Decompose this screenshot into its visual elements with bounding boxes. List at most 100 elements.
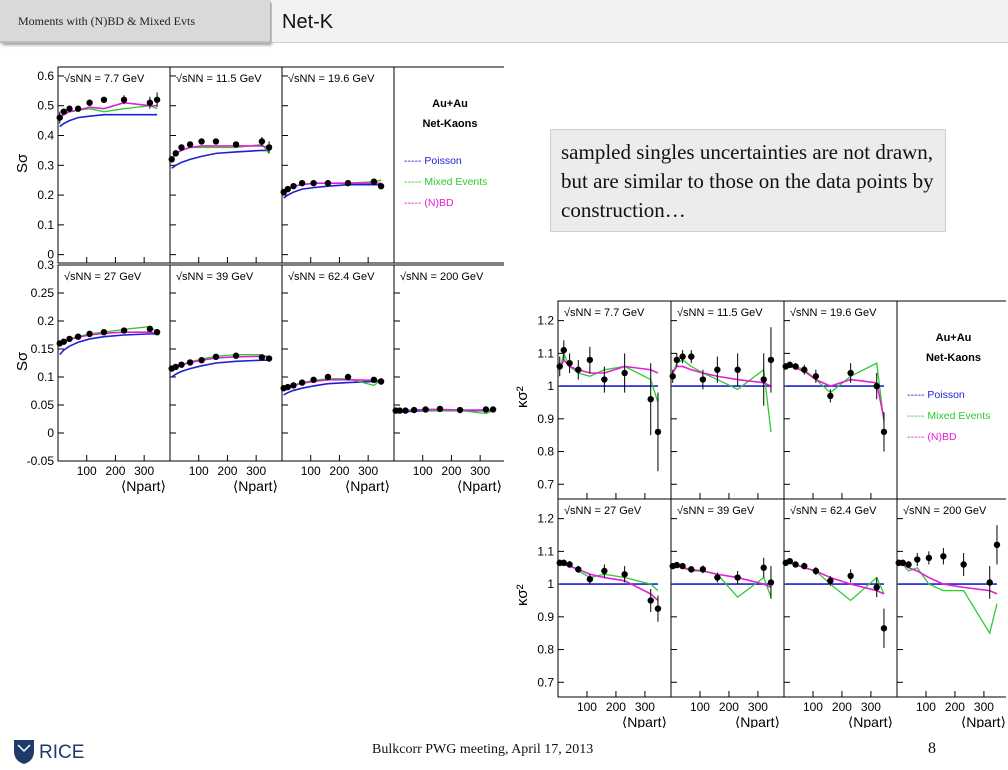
- data-point: [60, 108, 67, 115]
- data-point: [847, 369, 854, 377]
- logo-text: RICE: [39, 742, 84, 763]
- panel-frame: [169, 66, 283, 264]
- y-tick-label: 1: [547, 577, 554, 591]
- y-tick-label: 0: [47, 426, 54, 440]
- y-tick-label: 0.2: [37, 314, 54, 328]
- data-point: [560, 559, 567, 567]
- data-point: [178, 144, 185, 151]
- data-point: [153, 329, 161, 336]
- energy-label: √sNN = 11.5 GeV: [677, 307, 763, 319]
- data-point: [575, 366, 582, 373]
- data-point: [212, 353, 220, 361]
- y-tick-label: 1: [547, 379, 554, 393]
- data-point: [86, 330, 93, 338]
- x-tick-label: 300: [246, 464, 266, 478]
- data-point: [873, 382, 880, 390]
- y-tick-label: 0.8: [537, 445, 554, 459]
- page-number: 8: [928, 740, 936, 757]
- data-point: [986, 579, 993, 586]
- energy-label: √sNN = 27 GeV: [64, 271, 142, 283]
- y-tick-label: 0.4: [37, 129, 54, 143]
- energy-label: √sNN = 39 GeV: [677, 505, 755, 517]
- data-point: [873, 584, 880, 591]
- energy-label: √sNN = 19.6 GeV: [288, 73, 375, 85]
- panel-frame: [57, 264, 171, 462]
- data-point: [669, 373, 676, 380]
- rice-logo: RICE: [12, 737, 92, 765]
- data-point: [120, 96, 128, 103]
- footer-text: Bulkcorr PWG meeting, April 17, 2013: [372, 742, 594, 757]
- y-tick-label: 0.6: [37, 69, 54, 83]
- y-tick-label: 1.2: [537, 512, 554, 526]
- x-axis-label: ⟨Npart⟩: [121, 478, 166, 494]
- x-tick-label: 200: [329, 464, 349, 478]
- data-point: [344, 179, 352, 187]
- y-tick-label: 0.2: [37, 188, 54, 202]
- data-point: [370, 376, 378, 383]
- data-point: [734, 366, 741, 373]
- data-point: [56, 114, 63, 121]
- x-tick-label: 200: [945, 700, 965, 714]
- note-box: sampled singles uncertainties are not dr…: [550, 129, 946, 232]
- data-point: [482, 406, 490, 413]
- data-point: [146, 325, 154, 333]
- data-point: [786, 557, 793, 565]
- data-point: [760, 376, 767, 383]
- data-point: [290, 182, 297, 190]
- y-tick-label: 0.1: [37, 370, 54, 384]
- energy-label: √sNN = 200 GeV: [400, 271, 484, 283]
- x-tick-label: 100: [916, 700, 936, 714]
- poisson-line: [283, 380, 382, 396]
- data-point: [377, 378, 385, 385]
- x-tick-label: 200: [606, 700, 626, 714]
- x-tick-label: 300: [974, 700, 994, 714]
- x-tick-label: 200: [441, 464, 461, 478]
- data-point: [310, 179, 317, 187]
- data-point: [760, 564, 767, 571]
- y-tick-label: 1.2: [537, 314, 554, 328]
- poisson-line: [171, 149, 270, 169]
- data-point: [74, 333, 82, 340]
- data-point: [827, 577, 834, 585]
- y-tick-label: 0.25: [31, 286, 55, 300]
- x-tick-label: 300: [748, 700, 768, 714]
- data-point: [377, 182, 385, 190]
- x-axis-label: ⟨Npart⟩: [457, 478, 502, 494]
- mixed-events-line: [898, 562, 998, 635]
- data-point: [647, 597, 654, 604]
- panel-frame: [393, 66, 504, 264]
- data-point: [284, 383, 291, 391]
- data-point: [456, 406, 464, 414]
- data-point: [402, 407, 409, 414]
- data-point: [146, 99, 154, 106]
- data-point: [100, 96, 108, 103]
- data-point: [575, 566, 582, 573]
- skewness-chart: 0 0.1 0.2 0.3 0.4 0.5 0.6 √sNN = 7.7 GeV √sNN = …: [14, 66, 504, 494]
- data-point: [673, 356, 680, 364]
- panel-frame: [281, 264, 395, 462]
- data-point: [679, 562, 686, 570]
- data-point: [940, 553, 947, 560]
- data-point: [880, 625, 888, 632]
- data-point: [298, 179, 306, 187]
- legend-system: Au+Au: [936, 332, 972, 344]
- data-point: [905, 561, 912, 568]
- panel-frame: [557, 300, 672, 500]
- data-point: [601, 376, 608, 383]
- data-point: [767, 356, 775, 364]
- data-point: [198, 357, 205, 364]
- data-point: [586, 356, 594, 364]
- data-point: [396, 407, 403, 414]
- y-axis-label: κσ²: [514, 386, 531, 408]
- poisson-line: [283, 183, 382, 199]
- panel-frame: [281, 66, 395, 264]
- x-tick-label: 100: [77, 464, 97, 478]
- poisson-line: [59, 333, 158, 356]
- y-tick-label: 0.8: [537, 643, 554, 657]
- data-point: [310, 376, 317, 383]
- data-point: [344, 373, 352, 381]
- data-point: [265, 144, 273, 151]
- x-axis-label: ⟨Npart⟩: [961, 714, 1006, 728]
- y-tick-label: 0.3: [37, 158, 54, 172]
- data-point: [586, 575, 594, 583]
